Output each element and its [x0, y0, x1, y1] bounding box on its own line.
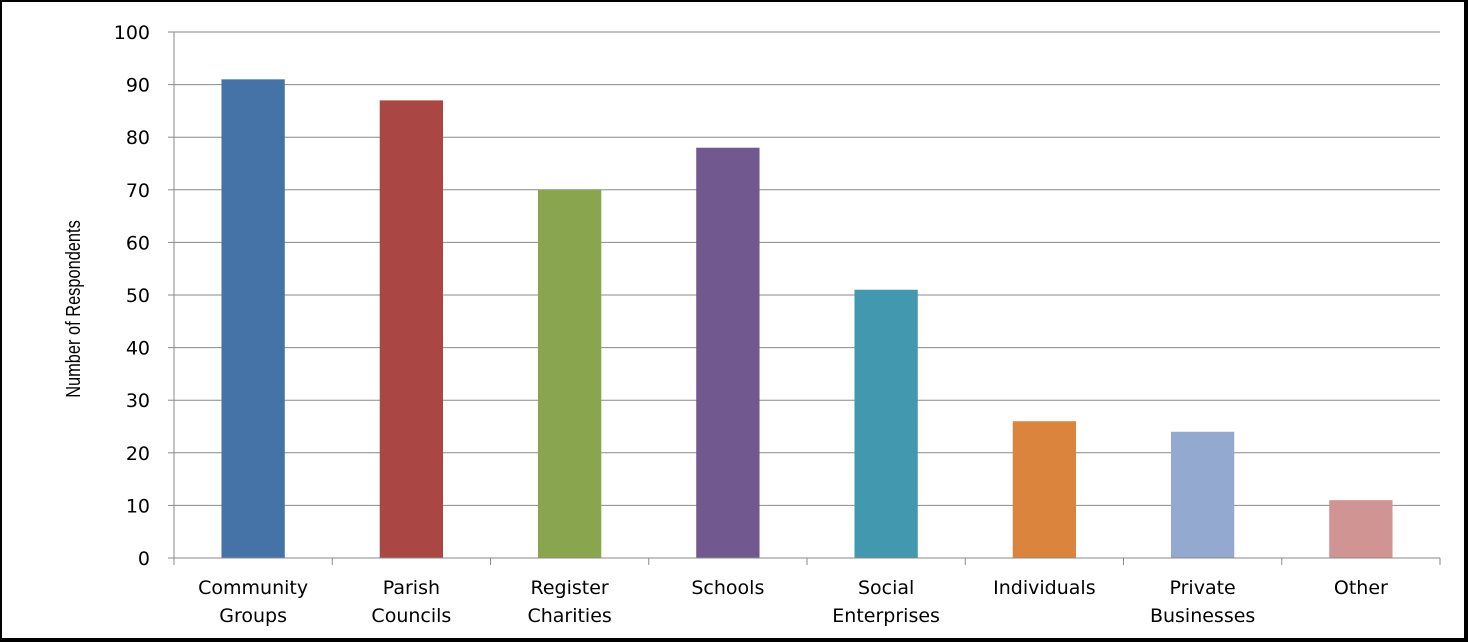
- x-tick-label: Other: [1334, 577, 1388, 599]
- y-tick-label: 100: [114, 22, 150, 44]
- y-axis-title: Number of Respondents: [61, 220, 84, 398]
- gridlines: [174, 31, 1440, 506]
- y-tick-label: 0: [138, 548, 150, 570]
- bar: [1012, 421, 1077, 558]
- y-tick-label: 10: [126, 495, 150, 517]
- x-tick-label: Parish Councils: [371, 577, 451, 627]
- bar: [1329, 500, 1393, 558]
- bar: [537, 189, 602, 559]
- x-tick-label: Social Enterprises: [832, 577, 940, 627]
- y-tick-label: 20: [126, 443, 150, 465]
- y-tick-label: 30: [126, 390, 150, 412]
- bar: [379, 100, 444, 558]
- bar: [854, 289, 918, 558]
- y-tick-label: 90: [126, 75, 150, 97]
- bar: [221, 79, 285, 558]
- bars: [221, 79, 1393, 559]
- y-tick-labels: 0 10 20 30 40 50 60 70 80 90 100: [114, 22, 150, 570]
- x-tick-label: Community Groups: [198, 577, 308, 627]
- y-tick-label: 40: [126, 338, 150, 360]
- x-tick-label: Schools: [691, 577, 764, 599]
- bar: [1170, 431, 1235, 558]
- x-tick-label: Individuals: [993, 577, 1095, 599]
- y-tick-label: 70: [126, 180, 150, 202]
- axes: [168, 31, 1441, 565]
- y-tick-label: 60: [126, 232, 150, 254]
- x-tick-label: Register Charities: [527, 577, 611, 627]
- x-tick-labels: Community Groups Parish Councils Register Cha…: [198, 577, 1388, 627]
- bar: [696, 147, 760, 558]
- x-tick-label: Private Businesses: [1150, 577, 1255, 627]
- y-tick-label: 50: [126, 285, 150, 307]
- y-tick-label: 80: [126, 127, 150, 149]
